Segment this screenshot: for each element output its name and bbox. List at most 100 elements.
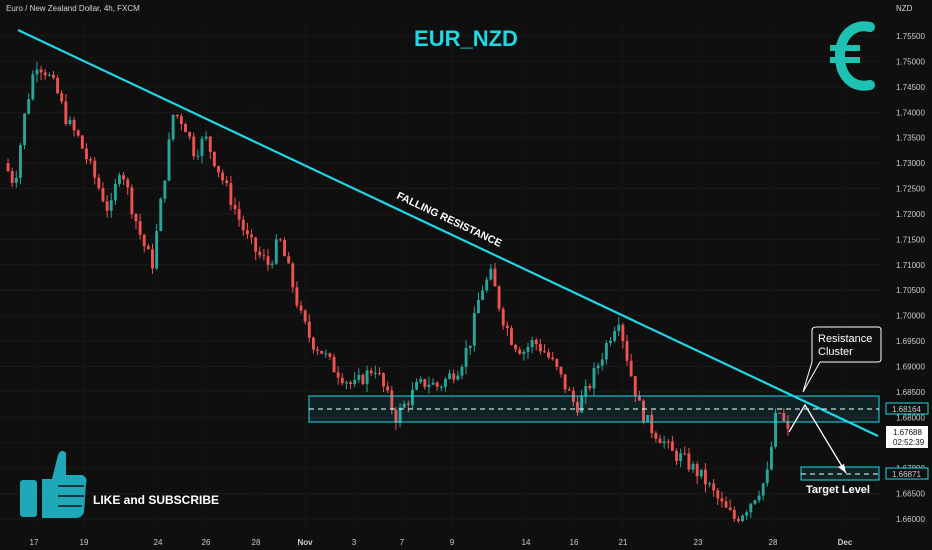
candle-body: [184, 123, 187, 133]
candle-body: [485, 279, 489, 291]
candle-body: [254, 237, 258, 252]
candle-body: [526, 347, 530, 352]
candle-body: [208, 136, 212, 152]
candle-body: [534, 339, 538, 345]
candle-body: [287, 256, 291, 264]
candle-body: [377, 372, 381, 374]
candle-body: [761, 483, 765, 496]
candle-body: [774, 412, 778, 447]
candle-body: [778, 412, 782, 414]
candle-body: [316, 349, 319, 351]
candle-body: [456, 375, 460, 380]
time-tick-label: 24: [154, 538, 163, 547]
candle-body: [390, 390, 394, 410]
candle-body: [505, 325, 509, 329]
candle-body: [489, 268, 493, 280]
falling-resistance-line[interactable]: [17, 29, 879, 437]
candle-body: [43, 72, 47, 76]
candle-body: [448, 373, 452, 379]
candle-body: [250, 234, 253, 238]
candle-body: [336, 372, 340, 378]
drawings: FALLING RESISTANCE Resistance Cluster Ta…: [17, 29, 882, 496]
candle-body: [402, 403, 406, 408]
price-tick-label: 1.75500: [896, 32, 925, 41]
time-tick-label: 21: [619, 538, 628, 547]
candle-body: [192, 136, 196, 157]
time-tick-label: 14: [522, 538, 531, 547]
resistance-cluster-label-2: Cluster: [818, 346, 853, 358]
candle-body: [501, 308, 505, 326]
projection-path: [788, 403, 847, 474]
candle-body: [64, 101, 68, 125]
currency-label: NZD: [896, 4, 913, 13]
candle-body: [736, 518, 740, 522]
candle-body: [423, 379, 427, 388]
candle-body: [101, 188, 105, 202]
price-tick-label: 1.72000: [896, 210, 925, 219]
candle-body: [278, 239, 282, 241]
candle-body: [439, 386, 443, 388]
candle-body: [204, 136, 208, 139]
symbol-info: Euro / New Zealand Dollar, 4h, FXCM: [6, 4, 140, 13]
candle-body: [658, 438, 662, 444]
candle-body: [27, 99, 31, 114]
candle-body: [679, 453, 683, 461]
candle-body: [666, 441, 670, 443]
candle-body: [481, 290, 485, 300]
candle-body: [716, 490, 720, 499]
candle-body: [555, 359, 559, 367]
candle-body: [307, 321, 311, 338]
candle-body: [782, 413, 786, 421]
price-axis[interactable]: 1.75500 1.75000 1.74500 1.74000 1.73500 1.730…: [896, 32, 925, 524]
candle-body: [151, 249, 154, 269]
candle-body: [130, 187, 134, 214]
candle-body: [720, 498, 724, 502]
candle-body: [97, 177, 101, 189]
price-tick-label: 1.73000: [896, 159, 925, 168]
candle-body: [769, 446, 773, 470]
candle-body: [410, 389, 414, 405]
time-tick-label: Dec: [838, 538, 853, 547]
candle-body: [109, 200, 113, 211]
candle-body: [76, 130, 80, 136]
candle-body: [584, 386, 588, 397]
candle-body: [122, 175, 126, 180]
candle-body: [241, 219, 245, 231]
candle-body: [233, 205, 237, 210]
candle-body: [712, 483, 716, 491]
resistance-cluster-callout[interactable]: [802, 326, 882, 393]
candle-body: [621, 324, 625, 341]
candle-body: [592, 368, 596, 389]
target-price-tag: [885, 467, 929, 480]
time-tick-label: 16: [570, 538, 579, 547]
candle-body: [328, 353, 332, 357]
candle-body: [633, 376, 637, 397]
candle-body: [472, 313, 476, 346]
candle-body: [14, 177, 18, 183]
candle-body: [629, 360, 633, 377]
candle-body: [625, 340, 629, 361]
time-tick-label: 19: [80, 538, 89, 547]
price-tick-label: 1.69000: [896, 362, 925, 371]
thumbs-up-icon[interactable]: [20, 450, 87, 518]
candle-body: [444, 378, 447, 387]
candle-body: [89, 159, 93, 161]
candle-body: [142, 234, 146, 246]
candle-body: [580, 396, 584, 413]
candle-body: [324, 353, 328, 355]
candle-body: [200, 138, 204, 156]
current-price-tag: [886, 426, 928, 448]
candle-body: [600, 359, 604, 366]
candle-body: [31, 74, 35, 100]
candle-body: [349, 382, 352, 385]
candle-body: [510, 328, 513, 345]
candle-body: [703, 469, 707, 485]
candle-body: [551, 357, 555, 360]
candle-body: [262, 255, 266, 257]
candle-body: [299, 305, 303, 311]
time-axis[interactable]: 17 19 24 26 28 Nov 3 7 9 14 16 21 23 28 Dec: [30, 538, 853, 547]
like-subscribe-text: LIKE and SUBSCRIBE: [93, 493, 220, 507]
price-tick-label: 1.74000: [896, 108, 925, 117]
resistance-price-tag: [885, 402, 929, 415]
